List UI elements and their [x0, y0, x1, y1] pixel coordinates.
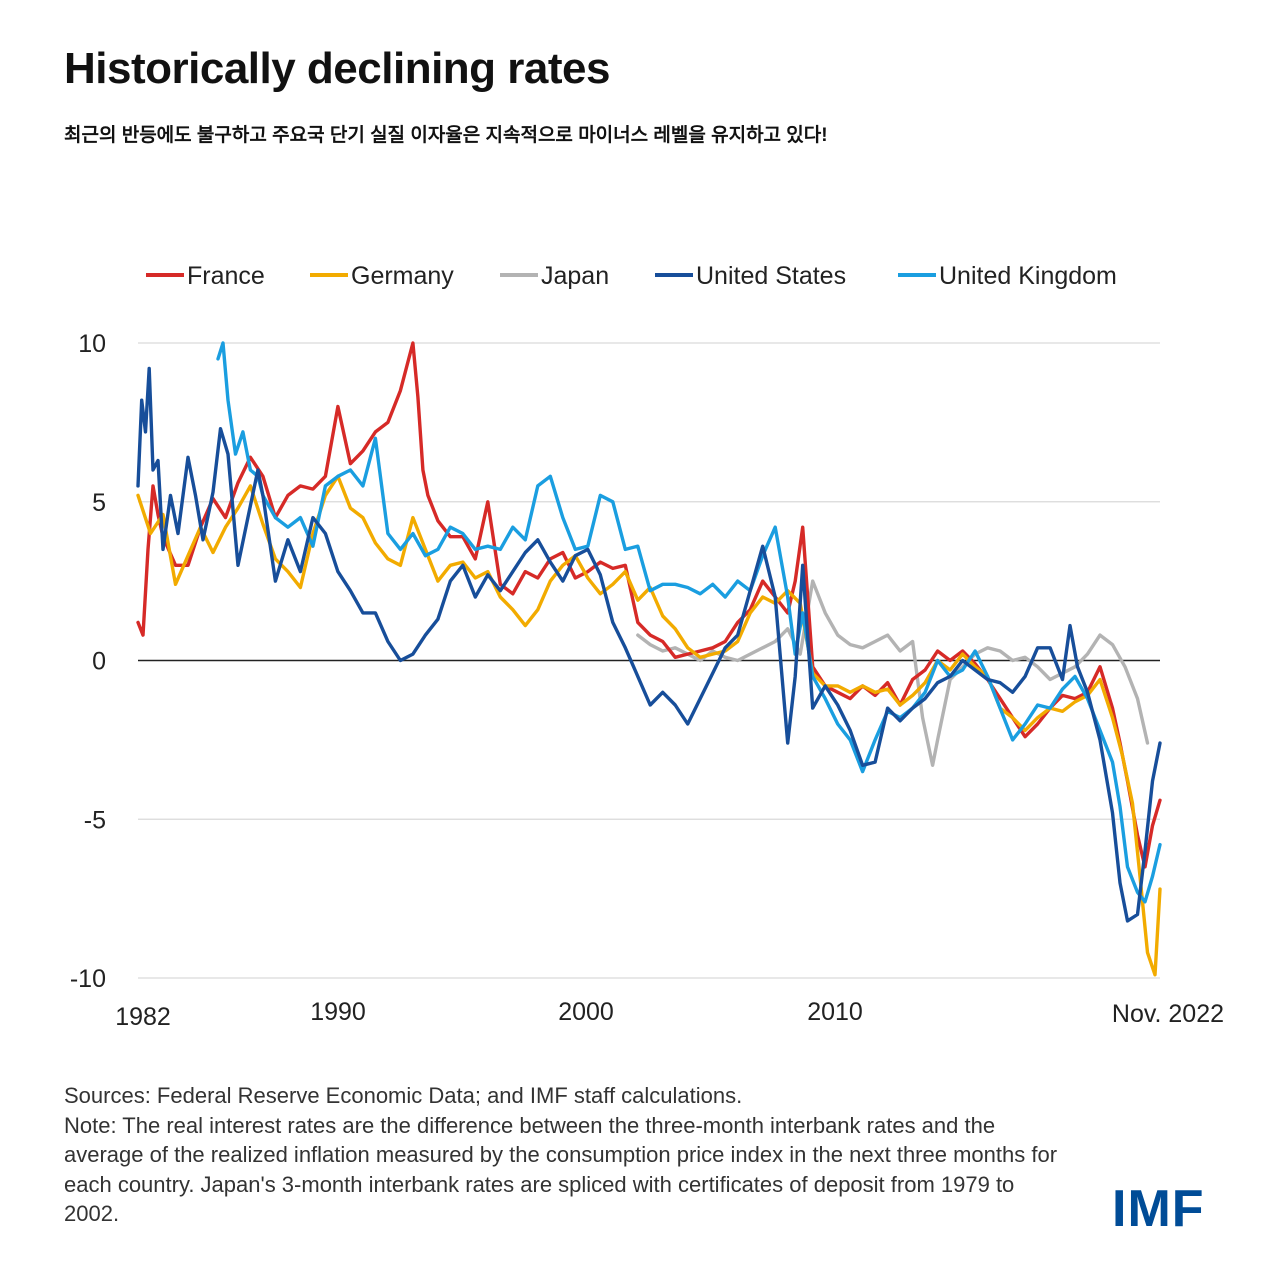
grid-lines [138, 342, 1160, 979]
legend-label: France [187, 262, 265, 290]
x-tick-label: 1990 [310, 998, 366, 1026]
y-tick-label: 0 [92, 648, 106, 676]
series-line-germany [136, 474, 1162, 977]
imf-logo: IMF [1112, 1180, 1205, 1238]
legend-item-united-kingdom: United Kingdom [898, 262, 1117, 290]
x-tick-label: 2010 [807, 998, 863, 1026]
y-axis-ticks: 10 5 0 -5 -10 [70, 330, 106, 993]
legend-label: United Kingdom [939, 262, 1117, 290]
y-tick-label: -5 [84, 806, 106, 834]
y-tick-label: 5 [92, 489, 106, 517]
chart-legend: France Germany Japan United States United Ki… [146, 262, 1117, 290]
series-lines [136, 341, 1162, 977]
legend-item-japan: Japan [500, 262, 609, 290]
legend-label: United States [696, 262, 846, 290]
line-chart: 10 5 0 -5 -10 1982 1990 2000 2010 Nov. 2022 Fran… [70, 262, 1224, 1031]
note-text: Note: The real interest rates are the di… [64, 1112, 1058, 1227]
series-line-united-kingdom [216, 341, 1162, 904]
sources-text: Sources: Federal Reserve Economic Data; … [64, 1083, 743, 1108]
legend-label: Germany [351, 262, 454, 290]
x-axis-ticks: 1982 1990 2000 2010 Nov. 2022 [115, 998, 1224, 1031]
x-tick-label: 2000 [558, 998, 614, 1026]
page-subtitle: 최근의 반등에도 불구하고 주요국 단기 실질 이자율은 지속적으로 마이너스 … [64, 125, 828, 146]
page-title: Historically declining rates [64, 44, 610, 93]
chart-notes: Sources: Federal Reserve Economic Data; … [64, 1081, 1064, 1229]
y-tick-label: 10 [78, 330, 106, 358]
legend-item-united-states: United States [655, 262, 846, 290]
legend-item-germany: Germany [310, 262, 454, 290]
y-tick-label: -10 [70, 965, 106, 993]
legend-item-france: France [146, 262, 265, 290]
series-line-france [136, 341, 1162, 869]
legend-label: Japan [541, 262, 609, 290]
x-tick-label: Nov. 2022 [1112, 1000, 1224, 1028]
x-tick-label: 1982 [115, 1003, 171, 1031]
series-line-united-states [136, 366, 1162, 923]
